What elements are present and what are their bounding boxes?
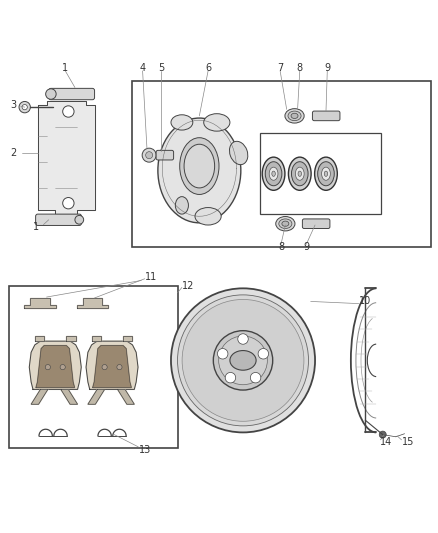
Circle shape [219, 336, 267, 385]
Ellipse shape [265, 161, 282, 185]
Text: 9: 9 [324, 63, 330, 73]
Text: 13: 13 [139, 445, 151, 455]
Ellipse shape [180, 138, 219, 195]
FancyBboxPatch shape [156, 150, 173, 160]
Circle shape [45, 365, 50, 370]
Polygon shape [31, 390, 48, 404]
Ellipse shape [158, 118, 241, 223]
Ellipse shape [175, 197, 188, 214]
Text: 14: 14 [380, 438, 392, 448]
Polygon shape [93, 345, 131, 387]
Ellipse shape [288, 111, 301, 120]
Ellipse shape [291, 161, 308, 185]
Polygon shape [92, 336, 101, 341]
Circle shape [238, 334, 248, 344]
Polygon shape [67, 336, 76, 341]
Circle shape [379, 431, 386, 438]
Text: 12: 12 [182, 281, 194, 291]
Polygon shape [24, 298, 56, 308]
Text: 8: 8 [297, 63, 303, 73]
Ellipse shape [298, 171, 301, 176]
Polygon shape [86, 341, 138, 390]
Circle shape [217, 349, 228, 359]
Text: 3: 3 [11, 100, 17, 110]
Text: 9: 9 [303, 242, 309, 252]
Circle shape [75, 215, 84, 224]
Text: 6: 6 [205, 63, 211, 73]
Ellipse shape [324, 171, 328, 176]
Polygon shape [77, 298, 108, 308]
Ellipse shape [269, 167, 278, 180]
Text: 10: 10 [359, 296, 371, 306]
Ellipse shape [285, 109, 304, 123]
Circle shape [258, 349, 268, 359]
Polygon shape [61, 390, 78, 404]
Bar [261, 133, 381, 214]
Circle shape [63, 198, 74, 209]
Ellipse shape [318, 161, 334, 185]
Ellipse shape [291, 113, 298, 118]
Text: 4: 4 [140, 63, 146, 73]
Ellipse shape [262, 157, 285, 190]
Circle shape [22, 104, 27, 110]
Ellipse shape [171, 115, 193, 130]
Text: 8: 8 [278, 242, 284, 252]
Ellipse shape [282, 221, 289, 227]
Ellipse shape [230, 141, 248, 165]
Text: 2: 2 [11, 148, 17, 158]
Bar [10, 286, 177, 448]
Polygon shape [117, 390, 134, 404]
Ellipse shape [230, 351, 256, 370]
FancyBboxPatch shape [35, 214, 81, 225]
Circle shape [19, 101, 30, 113]
Bar [132, 81, 431, 247]
Ellipse shape [279, 219, 292, 229]
Polygon shape [29, 341, 81, 390]
Text: 11: 11 [145, 272, 157, 282]
FancyBboxPatch shape [302, 219, 330, 229]
Circle shape [46, 89, 56, 99]
Circle shape [117, 365, 122, 370]
Ellipse shape [276, 216, 295, 231]
Circle shape [142, 148, 156, 162]
Polygon shape [36, 345, 74, 387]
Text: 1: 1 [62, 63, 68, 73]
Ellipse shape [272, 171, 276, 176]
Text: 1: 1 [32, 222, 39, 232]
Circle shape [102, 365, 107, 370]
Text: 15: 15 [402, 438, 414, 448]
Circle shape [213, 330, 273, 390]
Polygon shape [38, 101, 95, 214]
Ellipse shape [321, 167, 330, 180]
Polygon shape [88, 390, 105, 404]
Ellipse shape [204, 114, 230, 131]
Ellipse shape [184, 144, 215, 188]
Ellipse shape [295, 167, 304, 180]
Circle shape [251, 373, 261, 383]
Circle shape [146, 152, 152, 159]
Text: 7: 7 [277, 63, 283, 73]
Polygon shape [123, 336, 132, 341]
Polygon shape [35, 336, 44, 341]
FancyBboxPatch shape [312, 111, 340, 120]
Ellipse shape [288, 157, 311, 190]
Circle shape [63, 106, 74, 117]
Circle shape [60, 365, 65, 370]
Circle shape [225, 373, 236, 383]
Text: 5: 5 [158, 63, 165, 73]
Ellipse shape [314, 157, 337, 190]
Circle shape [177, 295, 308, 426]
FancyBboxPatch shape [49, 88, 95, 100]
Circle shape [171, 288, 315, 432]
Circle shape [182, 300, 304, 421]
Ellipse shape [195, 207, 221, 225]
